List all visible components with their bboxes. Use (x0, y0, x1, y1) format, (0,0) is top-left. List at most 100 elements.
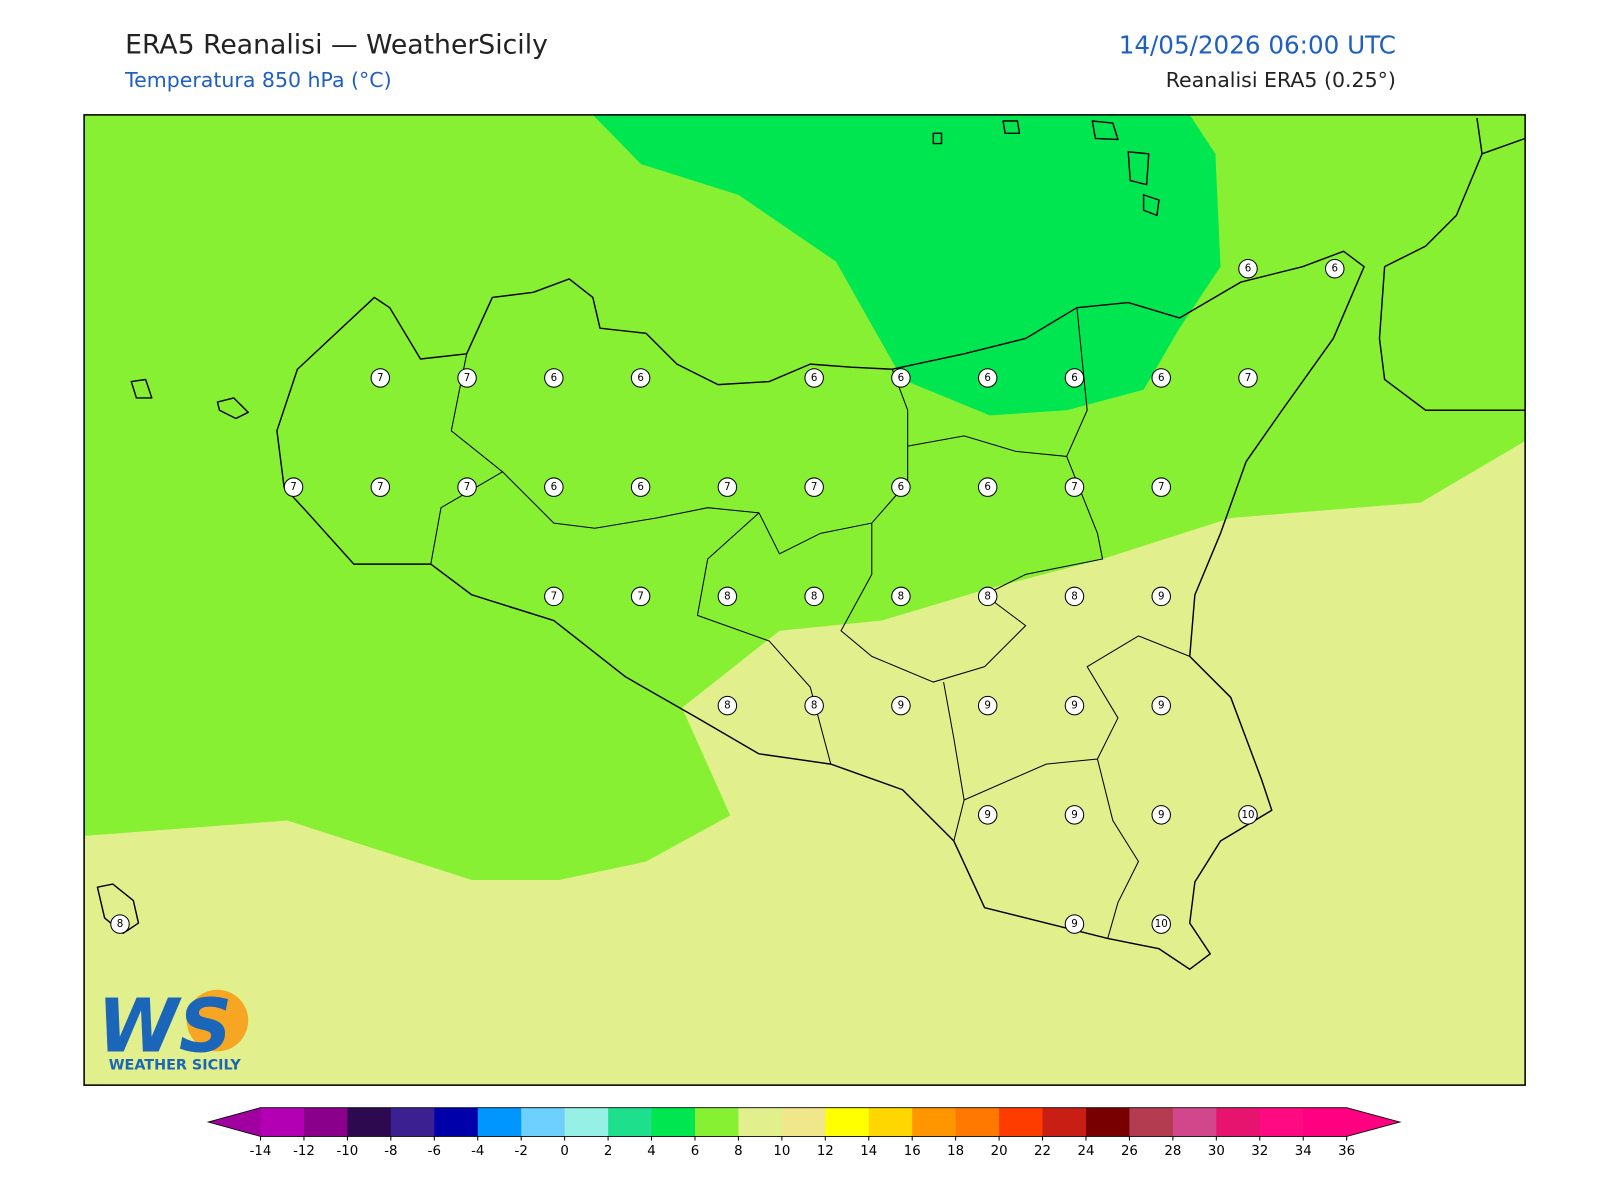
province-border (430, 307, 1190, 939)
colorbar-tick-label: -8 (384, 1144, 397, 1159)
station-marker (717, 477, 738, 497)
station-marker (891, 695, 911, 716)
station-marker (1238, 805, 1258, 825)
colorbar-tick-label: -14 (250, 1144, 272, 1159)
logo: WS WEATHER SICILY (97, 983, 249, 1074)
station-value: 6 (637, 372, 644, 384)
source: Reanalisi ERA5 (0.25°) (1166, 68, 1396, 92)
calabria-coast (1481, 137, 1526, 155)
colorbar-swatch (390, 1107, 435, 1137)
coastline (276, 250, 1365, 970)
colorbar-swatch (608, 1107, 653, 1137)
station-value: 7 (1158, 481, 1165, 493)
station-value: 6 (551, 481, 558, 493)
station-value: 7 (1071, 481, 1078, 493)
field-4-6 (592, 114, 1221, 416)
station-marker (977, 368, 998, 388)
colorbar-tick-label: 24 (1078, 1144, 1095, 1159)
map-frame (83, 114, 1526, 1086)
station-marker (1238, 258, 1258, 279)
island (96, 120, 1160, 935)
station-marker (804, 586, 824, 607)
station-marker (457, 477, 477, 497)
station-marker (630, 477, 651, 497)
station-marker (1064, 914, 1085, 934)
subtitle: Temperatura 850 hPa (°C) (124, 68, 392, 92)
colorbar-swatch (347, 1107, 392, 1137)
station-value: 8 (724, 590, 731, 602)
station-value: 9 (1158, 809, 1165, 821)
station-value: 8 (1071, 590, 1078, 602)
station-marker (1238, 368, 1258, 388)
station-value: 7 (464, 372, 471, 384)
station-value: 6 (1071, 372, 1078, 384)
station-marker (977, 586, 998, 607)
colorbar-swatch (303, 1107, 348, 1137)
station-value: 7 (290, 481, 297, 493)
station-marker (1064, 805, 1085, 825)
station-value: 7 (811, 481, 818, 493)
colorbar-extend (208, 1107, 261, 1137)
station-marker (110, 914, 130, 934)
station-marker (717, 586, 738, 607)
station-marker (370, 368, 391, 388)
station-value: 9 (984, 809, 991, 821)
station-marker (1064, 695, 1085, 716)
colorbar-tick-label: 30 (1208, 1144, 1225, 1159)
colorbar-swatch (260, 1107, 305, 1137)
colorbar-tick-label: 8 (734, 1144, 742, 1159)
colorbar-swatch (1129, 1107, 1174, 1137)
station-value: 9 (1071, 809, 1078, 821)
colorbar-tick-label: 0 (560, 1144, 568, 1159)
colorbar-swatch (999, 1107, 1044, 1137)
title: ERA5 Reanalisi — WeatherSicily (125, 29, 548, 60)
colorbar-swatch (781, 1107, 826, 1137)
station-marker (804, 368, 824, 388)
colorbar-tick-label: 10 (773, 1144, 790, 1159)
station-value: 7 (377, 372, 384, 384)
logo-text: WEATHER SICILY (109, 1058, 242, 1074)
colorbar-swatch (1259, 1107, 1304, 1137)
station-marker (1151, 368, 1171, 388)
station-value: 6 (1332, 263, 1339, 275)
station-marker (1151, 477, 1171, 497)
station-marker (283, 477, 304, 497)
station-value: 9 (1158, 590, 1165, 602)
colorbar-extend (1346, 1107, 1400, 1137)
colorbar-tick-label: -4 (471, 1144, 484, 1159)
colorbar-tick-label: 26 (1121, 1144, 1138, 1159)
station-value: 10 (1241, 809, 1254, 821)
station-value: 8 (811, 590, 818, 602)
colorbar-swatch (955, 1107, 1000, 1137)
colorbar-tick-label: 6 (691, 1144, 699, 1159)
station-marker (630, 368, 651, 388)
station-value: 6 (984, 481, 991, 493)
station-marker (1064, 586, 1085, 607)
colorbar-swatch (912, 1107, 957, 1137)
station-marker (1151, 805, 1171, 825)
station-value: 7 (377, 481, 384, 493)
station-value: 9 (1158, 700, 1165, 712)
colorbar-tick-label: 16 (904, 1144, 921, 1159)
colorbar-tick-label: 22 (1034, 1144, 1051, 1159)
station-value: 8 (724, 700, 731, 712)
station-marker (544, 586, 564, 607)
station-marker (630, 586, 651, 607)
colorbar-tick-label: 32 (1251, 1144, 1268, 1159)
colorbar-tick-label: 4 (647, 1144, 655, 1159)
station-marker (891, 586, 911, 607)
station-marker (544, 368, 564, 388)
station-marker (1064, 477, 1085, 497)
station-value: 9 (984, 700, 991, 712)
colorbar-swatch (1172, 1107, 1217, 1137)
colorbar-swatch (1042, 1107, 1087, 1137)
colorbar-tick-label: 12 (817, 1144, 834, 1159)
station-value: 7 (1245, 372, 1252, 384)
datetime: 14/05/2026 06:00 UTC (1119, 30, 1396, 59)
station-value: 6 (811, 372, 818, 384)
station-marker (891, 368, 911, 388)
colorbar-tick-label: 18 (947, 1144, 964, 1159)
colorbar-swatch (825, 1107, 870, 1137)
station-marker (804, 477, 824, 497)
map (84, 114, 1526, 1086)
